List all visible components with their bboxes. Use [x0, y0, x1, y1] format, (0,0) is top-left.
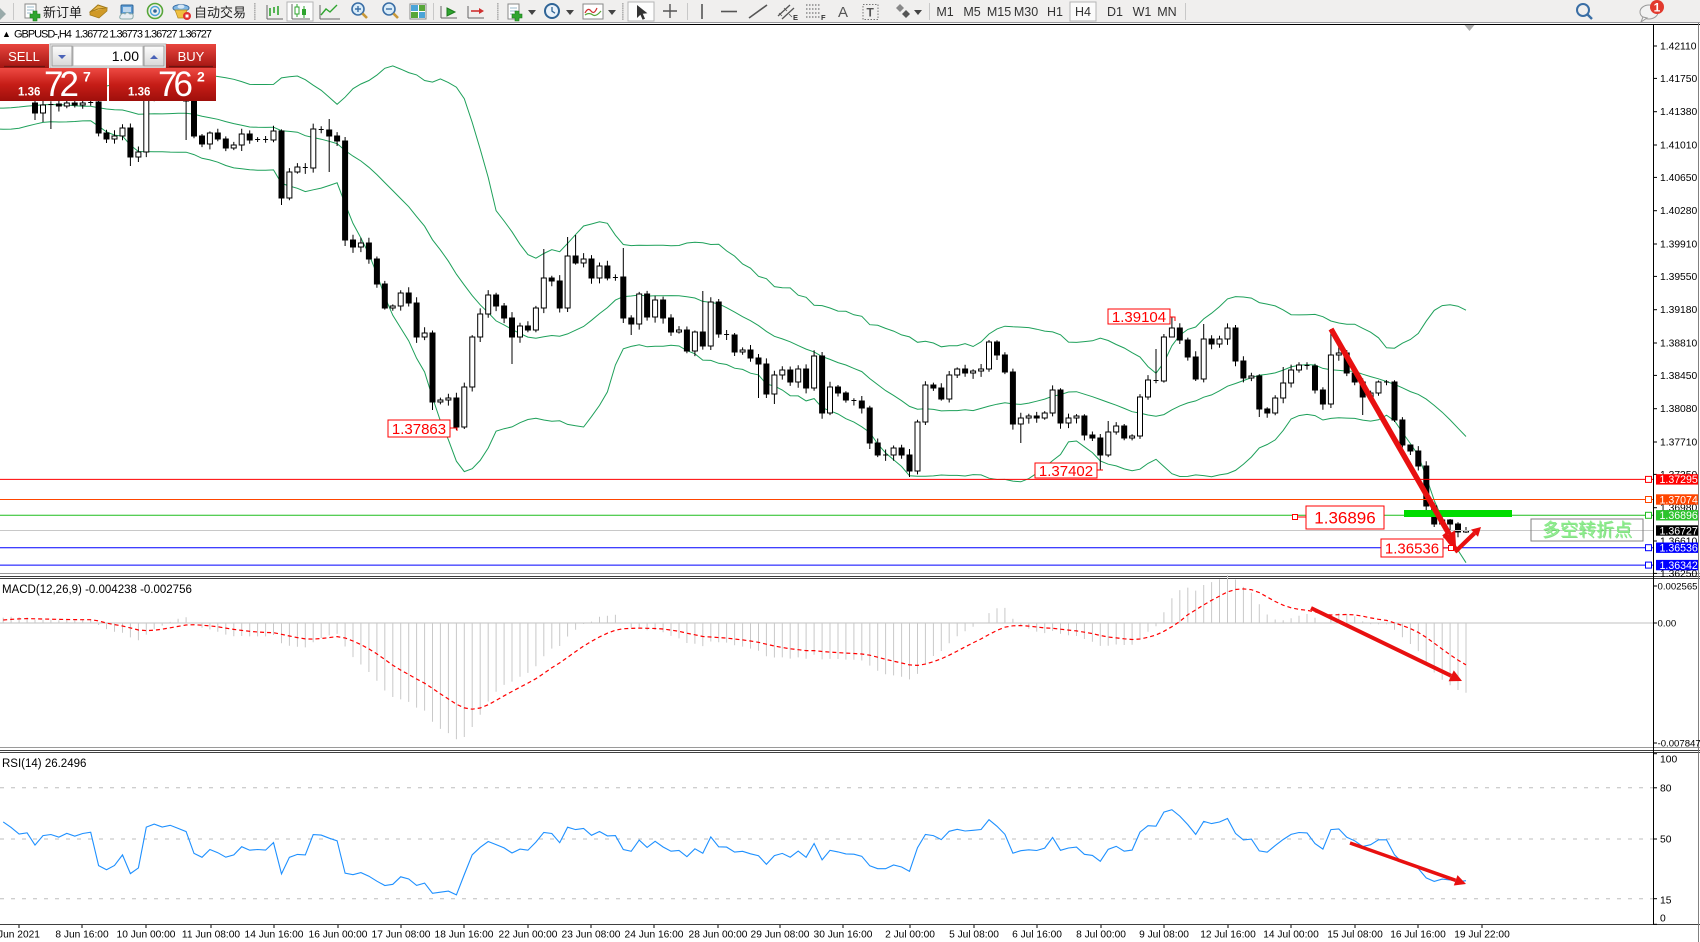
- svg-text:17 Jun 08:00: 17 Jun 08:00: [372, 930, 431, 941]
- svg-text:E: E: [793, 13, 798, 22]
- svg-text:11 Jun 08:00: 11 Jun 08:00: [182, 930, 240, 941]
- svg-text:1.39104: 1.39104: [1112, 309, 1166, 326]
- svg-text:22 Jun 00:00: 22 Jun 00:00: [499, 930, 558, 941]
- svg-text:1.41010: 1.41010: [1660, 141, 1697, 152]
- svg-text:15 Jul 08:00: 15 Jul 08:00: [1327, 930, 1383, 941]
- svg-text:W1: W1: [1133, 5, 1152, 19]
- svg-text:SELL: SELL: [8, 49, 40, 64]
- svg-text:M1: M1: [936, 5, 953, 19]
- svg-text:50: 50: [1660, 835, 1672, 846]
- svg-text:76: 76: [158, 65, 193, 104]
- svg-text:T: T: [867, 6, 875, 20]
- svg-text:1.39550: 1.39550: [1660, 272, 1697, 283]
- svg-text:1.36: 1.36: [18, 87, 40, 99]
- svg-text:7: 7: [83, 69, 91, 85]
- svg-text:1.36727: 1.36727: [1660, 525, 1698, 537]
- svg-text:1.36: 1.36: [128, 87, 150, 99]
- svg-text:1.41750: 1.41750: [1660, 74, 1697, 85]
- svg-text:Jun 2021: Jun 2021: [0, 930, 40, 941]
- svg-text:1.36896: 1.36896: [1314, 509, 1375, 528]
- svg-text:8 Jul 00:00: 8 Jul 00:00: [1076, 930, 1126, 941]
- svg-text:1.36896: 1.36896: [1660, 510, 1698, 522]
- svg-text:1.39180: 1.39180: [1660, 305, 1697, 316]
- svg-text:100: 100: [1660, 755, 1677, 766]
- svg-text:18 Jun 16:00: 18 Jun 16:00: [435, 930, 494, 941]
- svg-text:5 Jul 08:00: 5 Jul 08:00: [949, 930, 999, 941]
- svg-text:15: 15: [1660, 896, 1672, 907]
- svg-text:1.36342: 1.36342: [1660, 560, 1698, 572]
- svg-text:0.002565: 0.002565: [1658, 582, 1698, 593]
- svg-text:1.38450: 1.38450: [1660, 371, 1697, 382]
- svg-text:1.38810: 1.38810: [1660, 339, 1697, 350]
- svg-text:MACD(12,26,9) -0.004238 -0.002: MACD(12,26,9) -0.004238 -0.002756: [2, 584, 192, 596]
- svg-text:M5: M5: [963, 5, 980, 19]
- svg-text:19 Jul 22:00: 19 Jul 22:00: [1454, 930, 1510, 941]
- svg-text:自动交易: 自动交易: [194, 5, 246, 20]
- svg-text:29 Jun 08:00: 29 Jun 08:00: [751, 930, 810, 941]
- svg-text:BUY: BUY: [178, 49, 205, 64]
- svg-text:1.36610: 1.36610: [1660, 537, 1697, 548]
- svg-text:1.36536: 1.36536: [1385, 540, 1439, 557]
- svg-text:RSI(14) 26.2496: RSI(14) 26.2496: [2, 758, 86, 770]
- svg-text:1.41380: 1.41380: [1660, 107, 1697, 118]
- svg-text:16 Jun 00:00: 16 Jun 00:00: [309, 930, 368, 941]
- svg-text:14 Jul 00:00: 14 Jul 00:00: [1263, 930, 1319, 941]
- svg-text:M30: M30: [1014, 5, 1038, 19]
- svg-text:2 Jul 00:00: 2 Jul 00:00: [885, 930, 935, 941]
- svg-text:1.36536: 1.36536: [1660, 543, 1698, 555]
- svg-text:M15: M15: [987, 5, 1011, 19]
- svg-text:1.37074: 1.37074: [1660, 494, 1698, 506]
- svg-text:8 Jun 16:00: 8 Jun 16:00: [55, 930, 109, 941]
- svg-text:H1: H1: [1047, 5, 1063, 19]
- svg-text:GBPUSD-,H4 1.36772 1.36773 1.: GBPUSD-,H4 1.36772 1.36773 1.36727 1.367…: [14, 29, 212, 41]
- svg-text:10 Jun 00:00: 10 Jun 00:00: [117, 930, 176, 941]
- svg-text:6 Jul 16:00: 6 Jul 16:00: [1012, 930, 1062, 941]
- svg-text:新订单: 新订单: [43, 5, 82, 20]
- svg-text:24 Jun 16:00: 24 Jun 16:00: [625, 930, 684, 941]
- svg-text:-0.007847: -0.007847: [1658, 739, 1700, 750]
- svg-text:14 Jun 16:00: 14 Jun 16:00: [245, 930, 304, 941]
- svg-text:1.38080: 1.38080: [1660, 404, 1697, 415]
- svg-text:1.40280: 1.40280: [1660, 206, 1697, 217]
- svg-text:1.39910: 1.39910: [1660, 240, 1697, 251]
- svg-text:F: F: [821, 13, 826, 22]
- svg-text:H4: H4: [1075, 5, 1091, 19]
- svg-text:80: 80: [1660, 784, 1672, 795]
- svg-text:1: 1: [1654, 1, 1661, 15]
- svg-text:1.37863: 1.37863: [392, 421, 446, 438]
- svg-text:9 Jul 08:00: 9 Jul 08:00: [1139, 930, 1189, 941]
- svg-text:1.36250: 1.36250: [1660, 569, 1697, 580]
- svg-text:72: 72: [44, 65, 79, 104]
- svg-text:1.37402: 1.37402: [1039, 463, 1093, 480]
- svg-text:28 Jun 00:00: 28 Jun 00:00: [689, 930, 748, 941]
- svg-text:1.40650: 1.40650: [1660, 173, 1697, 184]
- svg-text:23 Jun 08:00: 23 Jun 08:00: [562, 930, 621, 941]
- svg-text:1.37710: 1.37710: [1660, 438, 1697, 449]
- svg-text:多空转折点: 多空转折点: [1543, 521, 1633, 541]
- svg-text:1.37295: 1.37295: [1660, 474, 1698, 486]
- svg-text:A: A: [838, 4, 848, 21]
- svg-text:0: 0: [1660, 914, 1666, 925]
- svg-text:1.00: 1.00: [112, 48, 139, 64]
- svg-text:30 Jun 16:00: 30 Jun 16:00: [814, 930, 873, 941]
- svg-text:MN: MN: [1157, 5, 1176, 19]
- svg-text:2: 2: [197, 69, 205, 85]
- svg-text:D1: D1: [1107, 5, 1123, 19]
- svg-text:0.00: 0.00: [1658, 619, 1677, 630]
- svg-text:12 Jul 16:00: 12 Jul 16:00: [1200, 930, 1256, 941]
- svg-text:1.42110: 1.42110: [1660, 42, 1697, 53]
- svg-text:多空转折点: 多空转折点: [1542, 520, 1632, 540]
- svg-text:16 Jul 16:00: 16 Jul 16:00: [1390, 930, 1446, 941]
- svg-text:1.36980: 1.36980: [1660, 503, 1697, 514]
- svg-text:▲: ▲: [2, 29, 11, 39]
